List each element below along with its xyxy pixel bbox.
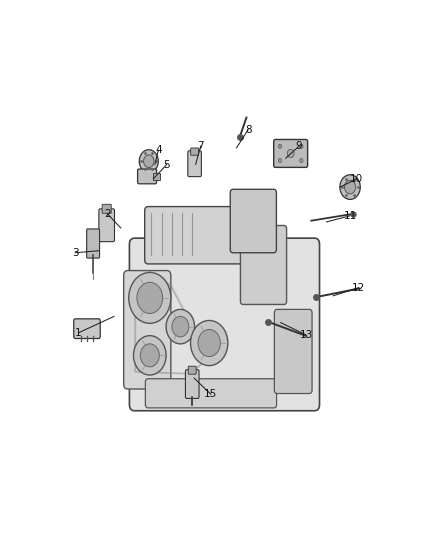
Text: 10: 10 [350, 174, 364, 184]
FancyBboxPatch shape [153, 173, 160, 180]
Text: 2: 2 [104, 209, 111, 219]
Text: 4: 4 [155, 145, 162, 155]
Circle shape [140, 344, 159, 367]
Circle shape [300, 158, 303, 163]
Circle shape [278, 144, 282, 148]
FancyBboxPatch shape [240, 225, 286, 304]
FancyBboxPatch shape [99, 209, 114, 241]
Circle shape [144, 155, 154, 167]
FancyBboxPatch shape [129, 238, 320, 411]
Circle shape [172, 317, 189, 337]
Text: 8: 8 [245, 125, 251, 135]
FancyBboxPatch shape [87, 229, 99, 258]
Text: 12: 12 [352, 282, 365, 293]
FancyBboxPatch shape [102, 204, 111, 213]
Text: 7: 7 [198, 141, 204, 151]
FancyBboxPatch shape [185, 370, 199, 399]
Circle shape [191, 320, 228, 366]
Circle shape [129, 272, 171, 324]
Circle shape [340, 175, 360, 199]
FancyBboxPatch shape [188, 366, 196, 374]
FancyBboxPatch shape [138, 169, 157, 184]
Circle shape [300, 144, 303, 148]
Text: 9: 9 [296, 141, 303, 151]
Circle shape [198, 329, 220, 357]
FancyBboxPatch shape [230, 189, 276, 253]
Text: 1: 1 [75, 328, 82, 338]
FancyBboxPatch shape [274, 140, 307, 167]
Circle shape [166, 309, 194, 344]
Circle shape [139, 150, 158, 173]
FancyBboxPatch shape [274, 309, 312, 393]
Circle shape [278, 158, 282, 163]
Text: 13: 13 [299, 330, 313, 340]
FancyBboxPatch shape [188, 151, 201, 176]
Text: 5: 5 [163, 159, 170, 169]
Circle shape [134, 336, 166, 375]
Text: 11: 11 [343, 211, 357, 221]
FancyBboxPatch shape [124, 271, 171, 389]
FancyBboxPatch shape [191, 148, 198, 155]
Circle shape [137, 282, 162, 313]
FancyBboxPatch shape [74, 319, 100, 338]
Circle shape [287, 149, 294, 158]
FancyBboxPatch shape [145, 379, 276, 408]
Text: 3: 3 [72, 248, 78, 258]
FancyBboxPatch shape [145, 207, 252, 264]
Text: 15: 15 [204, 389, 218, 399]
Circle shape [344, 180, 356, 194]
